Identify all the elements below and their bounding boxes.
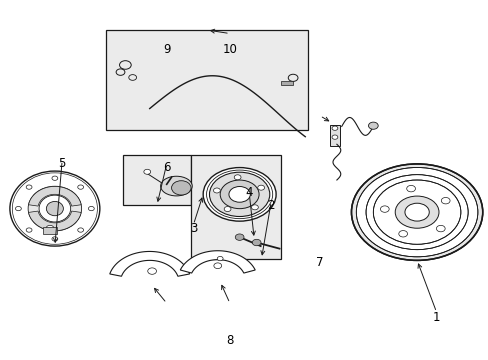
Text: 5: 5 bbox=[59, 157, 66, 170]
Circle shape bbox=[78, 228, 83, 232]
Text: 7: 7 bbox=[315, 256, 323, 269]
Circle shape bbox=[88, 206, 94, 211]
Circle shape bbox=[46, 225, 54, 231]
Text: 2: 2 bbox=[267, 198, 274, 212]
Bar bbox=[281, 81, 292, 85]
Circle shape bbox=[209, 172, 269, 216]
Circle shape bbox=[143, 169, 150, 174]
Circle shape bbox=[52, 237, 58, 241]
Circle shape bbox=[213, 188, 220, 193]
Ellipse shape bbox=[28, 186, 81, 231]
Circle shape bbox=[26, 185, 32, 189]
Circle shape bbox=[406, 185, 415, 192]
Bar bbox=[191, 155, 281, 258]
Circle shape bbox=[16, 206, 21, 211]
Circle shape bbox=[251, 205, 258, 210]
Polygon shape bbox=[28, 186, 81, 206]
Circle shape bbox=[356, 167, 477, 257]
Bar bbox=[42, 227, 57, 234]
Circle shape bbox=[220, 180, 259, 209]
Circle shape bbox=[235, 234, 244, 240]
Ellipse shape bbox=[39, 195, 71, 222]
Circle shape bbox=[217, 256, 223, 261]
Circle shape bbox=[252, 239, 261, 246]
Bar bbox=[122, 155, 191, 205]
Text: 9: 9 bbox=[163, 43, 170, 56]
Circle shape bbox=[203, 167, 276, 221]
Circle shape bbox=[147, 268, 156, 274]
Text: 4: 4 bbox=[245, 186, 253, 199]
Circle shape bbox=[331, 135, 337, 139]
Circle shape bbox=[435, 225, 444, 232]
Circle shape bbox=[52, 176, 58, 180]
Ellipse shape bbox=[46, 202, 63, 216]
Circle shape bbox=[26, 228, 32, 232]
Circle shape bbox=[404, 203, 428, 221]
Text: 6: 6 bbox=[163, 161, 170, 174]
Bar bbox=[106, 30, 307, 130]
Text: 8: 8 bbox=[226, 334, 233, 347]
Circle shape bbox=[351, 164, 482, 260]
Circle shape bbox=[398, 230, 407, 237]
Circle shape bbox=[380, 206, 388, 212]
Text: 10: 10 bbox=[222, 43, 237, 56]
Ellipse shape bbox=[160, 176, 192, 196]
Ellipse shape bbox=[171, 181, 191, 195]
Circle shape bbox=[331, 126, 337, 130]
Text: 3: 3 bbox=[189, 222, 197, 235]
Text: 1: 1 bbox=[432, 311, 439, 324]
Circle shape bbox=[257, 185, 264, 190]
Circle shape bbox=[234, 175, 241, 180]
Bar bbox=[329, 125, 340, 146]
Polygon shape bbox=[28, 211, 81, 231]
Polygon shape bbox=[180, 251, 255, 273]
Ellipse shape bbox=[10, 171, 100, 246]
Circle shape bbox=[213, 263, 221, 269]
Circle shape bbox=[440, 198, 449, 204]
Circle shape bbox=[78, 185, 83, 189]
Circle shape bbox=[224, 207, 230, 212]
Circle shape bbox=[394, 196, 438, 228]
Polygon shape bbox=[109, 251, 189, 276]
Circle shape bbox=[228, 186, 250, 202]
Circle shape bbox=[368, 122, 377, 129]
